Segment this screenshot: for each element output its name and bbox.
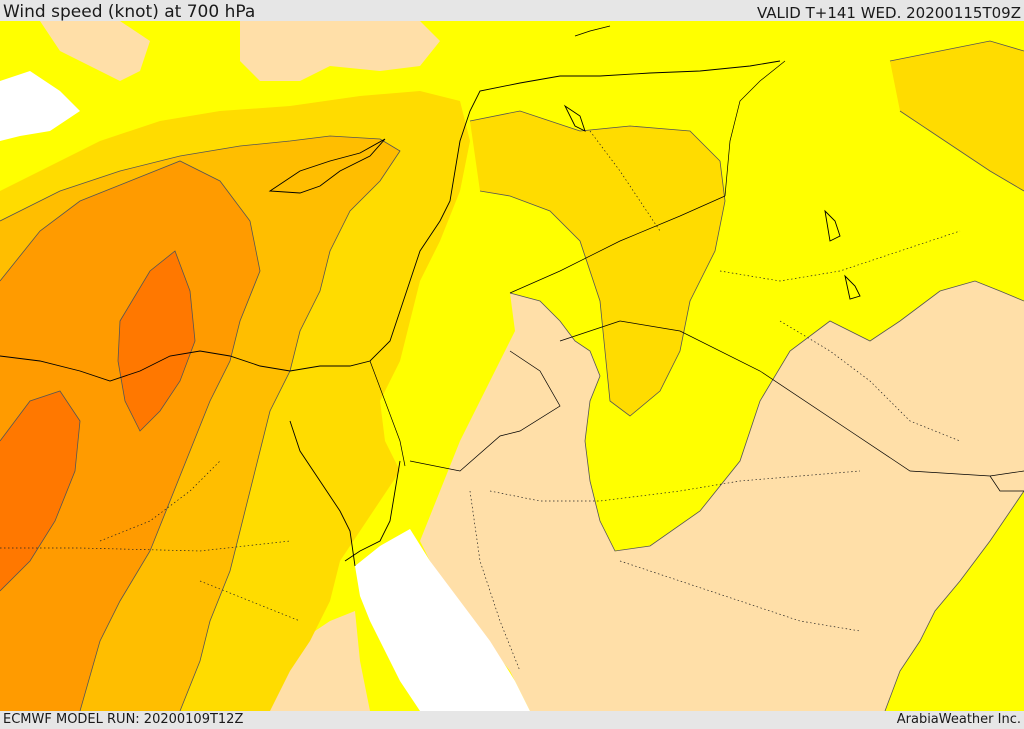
map-title: Wind speed (knot) at 700 hPa (3, 2, 256, 22)
speed-band-mid-northeast (890, 41, 1024, 191)
footer-bar: ECMWF MODEL RUN: 20200109T12Z ArabiaWeat… (0, 711, 1024, 729)
speed-band-lowest-arabia (420, 281, 1024, 711)
speed-band-highest-core2 (0, 391, 80, 591)
speed-band-lowest-south (260, 611, 370, 711)
speed-band-mid-east (470, 111, 725, 416)
speed-band-higher-west (0, 161, 260, 711)
province-borders (0, 130, 961, 672)
country-borders (369, 60, 1024, 492)
header-bar: Wind speed (knot) at 700 hPa VALID T+141… (0, 0, 1024, 22)
valid-time-label: VALID T+141 WED. 20200115T09Z (756, 4, 1021, 22)
wind-speed-map (0, 21, 1024, 711)
credit-label: ArabiaWeather Inc. (896, 712, 1021, 727)
aegean-mask (0, 71, 80, 141)
speed-contours (0, 40, 1024, 711)
speed-band-lowest-north (40, 21, 150, 81)
speed-band-lowest-small (615, 566, 660, 581)
map-canvas (0, 21, 1024, 711)
coastlines (0, 25, 861, 567)
model-run-label: ECMWF MODEL RUN: 20200109T12Z (3, 712, 244, 727)
speed-band-highest-core1 (118, 251, 195, 431)
red-sea-mask (355, 529, 530, 711)
speed-band-lowest-north2 (240, 21, 440, 81)
